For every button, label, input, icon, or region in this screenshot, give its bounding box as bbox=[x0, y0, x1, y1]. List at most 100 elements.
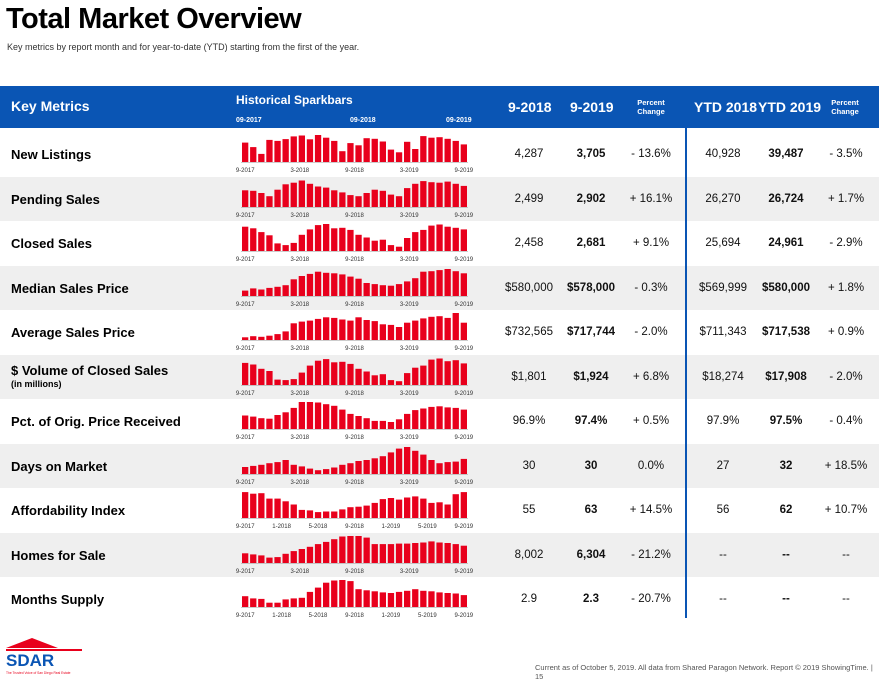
sparkbar-tick-label: 1-2019 bbox=[382, 613, 401, 619]
value-9-2019: $578,000 bbox=[567, 281, 615, 294]
value-ytd-2018: $711,343 bbox=[699, 326, 747, 338]
sparkbar-tick-label: 9-2019 bbox=[454, 480, 473, 486]
sparkbar-bar bbox=[420, 542, 427, 563]
percent-change-ytd: - 2.9% bbox=[829, 237, 863, 249]
sparkbar-bar bbox=[379, 373, 386, 385]
sparkbar-bar bbox=[420, 271, 427, 296]
sparkbar-bar bbox=[444, 504, 451, 518]
sparkbar-bar bbox=[371, 591, 378, 607]
sparkbar-bar bbox=[250, 465, 257, 474]
value-9-2019: 30 bbox=[584, 459, 598, 472]
page-title: Total Market Overview bbox=[6, 3, 302, 35]
table-row: Pct. of Orig. Price Received 9-2017 3-2018… bbox=[0, 399, 879, 443]
sparkbar-tick-label: 3-2019 bbox=[400, 569, 419, 575]
sparkbar-bar bbox=[274, 498, 281, 518]
value-ytd-2018: $18,274 bbox=[702, 370, 744, 383]
value-9-2019: $1,924 bbox=[573, 370, 609, 383]
sparkbar-bar bbox=[323, 137, 330, 162]
sparkbar-tick-label: 9-2018 bbox=[345, 391, 364, 397]
sparkbar-tick-label: 9-2018 bbox=[345, 213, 364, 219]
sparkbar-bar bbox=[306, 402, 314, 429]
sparkbar-bar bbox=[379, 499, 386, 518]
value-9-2018: 2.9 bbox=[521, 593, 537, 605]
sdar-logo: SDAR The Trusted Voice of San Diego Real… bbox=[6, 638, 82, 675]
metric-label: Median Sales Price bbox=[11, 280, 129, 296]
sparkbar-bar bbox=[363, 282, 370, 296]
sparkbar-bar bbox=[452, 407, 459, 429]
sparkbar-bar bbox=[371, 543, 378, 563]
sparkbar-bar bbox=[282, 599, 289, 607]
sparkbar-bar bbox=[444, 360, 451, 385]
sparkbar-bar bbox=[266, 418, 273, 429]
sparkbar-bar bbox=[306, 320, 314, 340]
sparkbar-tick-label: 9-2017 bbox=[236, 569, 255, 575]
table-header: Key Metrics Historical Sparkbars 09-2017… bbox=[0, 86, 879, 128]
sparkbar-bar bbox=[258, 192, 265, 207]
sparkbar-bar bbox=[274, 556, 281, 563]
sparkbar-bar bbox=[282, 183, 289, 207]
value-9-2019: $717,744 bbox=[567, 326, 615, 338]
sparkbar-bar bbox=[242, 415, 249, 429]
sparkbar-tick-label: 9-2017 bbox=[236, 257, 255, 263]
sparkbar-bar bbox=[452, 227, 459, 251]
percent-change-ytd: + 1.8% bbox=[827, 281, 865, 294]
percent-change-ytd: + 18.5% bbox=[824, 459, 868, 472]
sparkbar-bar bbox=[339, 273, 346, 296]
sparkbar-bar bbox=[371, 321, 378, 340]
sparkbar-bar bbox=[452, 461, 459, 474]
sparkbar-tick-label: 1-2018 bbox=[272, 524, 291, 530]
sparkbar-bar bbox=[355, 535, 362, 563]
sparkbar-bar bbox=[306, 183, 314, 207]
value-ytd-2018: 56 bbox=[716, 504, 730, 516]
sparkbar-tick-label: 9-2019 bbox=[454, 613, 473, 619]
sparkbar-bar bbox=[323, 511, 330, 518]
metric-sublabel: (in millions) bbox=[11, 378, 62, 389]
sparkbar-bar bbox=[452, 543, 459, 563]
sparkbar-tick-label: 1-2018 bbox=[272, 613, 291, 619]
sparkbar-bar bbox=[363, 505, 370, 518]
sparkbar-bar bbox=[452, 313, 459, 340]
sparkbar-bar bbox=[290, 598, 297, 607]
sparkbar-bar bbox=[395, 499, 403, 518]
percent-change-ytd: + 10.7% bbox=[824, 504, 868, 516]
sparkbar-bar bbox=[412, 277, 419, 296]
sparkbar-bar bbox=[266, 498, 273, 518]
sparkbar-bar bbox=[460, 144, 467, 162]
value-ytd-2019: 24,961 bbox=[768, 237, 804, 249]
sparkbar-bar bbox=[339, 319, 346, 340]
sparkbar-bar bbox=[306, 591, 314, 607]
sparkbar-bar bbox=[436, 316, 443, 340]
percent-change: 0.0% bbox=[637, 459, 665, 472]
sparkbar-tick-label: 3-2018 bbox=[290, 391, 309, 397]
percent-change: + 9.1% bbox=[632, 237, 670, 249]
sparkbar-bar bbox=[363, 418, 370, 429]
sparkbar-bar bbox=[355, 195, 362, 207]
sparkbar-tick-label: 9-2018 bbox=[345, 524, 364, 530]
sparkbar-bar bbox=[420, 365, 427, 385]
sparkbar-bar bbox=[282, 245, 289, 251]
sparkbar-bar bbox=[274, 415, 281, 429]
metric-label: Affordability Index bbox=[11, 503, 126, 518]
sparkbar-bar bbox=[323, 187, 330, 207]
sparkbar-bar bbox=[298, 509, 305, 518]
value-9-2018: $1,801 bbox=[511, 370, 547, 383]
sparkbar-bar bbox=[258, 232, 265, 251]
sparkbar-bar bbox=[258, 336, 265, 340]
sparkbar-bar bbox=[371, 189, 378, 207]
metric-label: New Listings bbox=[11, 147, 92, 162]
sparkbar-bar bbox=[428, 359, 435, 385]
sparkbar-bar bbox=[314, 135, 322, 162]
sparkbar-tick-label: 3-2019 bbox=[400, 213, 419, 219]
sparkbar-bar bbox=[258, 493, 265, 518]
header-ytd-2018: YTD 2018 bbox=[694, 99, 758, 115]
sparkbar-bar bbox=[363, 192, 370, 207]
sparkbar-bar bbox=[306, 365, 314, 385]
sparkbar-bar bbox=[347, 229, 354, 251]
sparkbar-bar bbox=[436, 592, 443, 607]
value-ytd-2018: -- bbox=[719, 593, 727, 605]
sparkbar-bar bbox=[331, 140, 338, 162]
sparkbar-tick-label: 9-2017 bbox=[236, 346, 255, 352]
header-spark-date-start: 09-2017 bbox=[236, 117, 262, 124]
sparkbar-bar bbox=[314, 271, 322, 296]
percent-change: - 0.3% bbox=[634, 281, 668, 294]
